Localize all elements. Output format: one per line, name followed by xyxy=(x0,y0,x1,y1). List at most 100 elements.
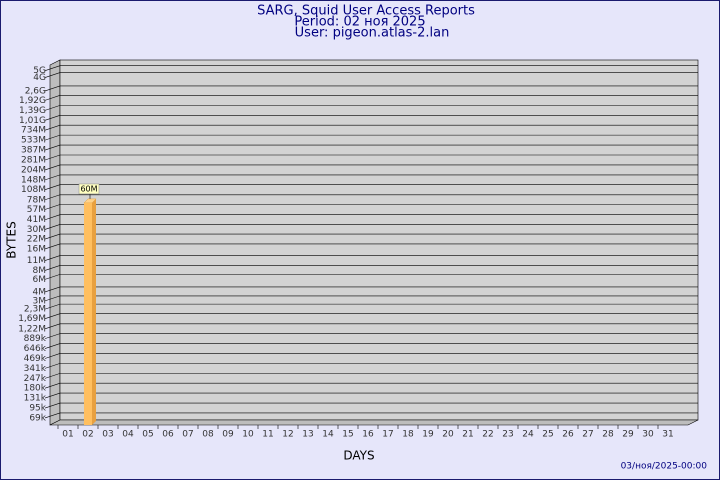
grid-line xyxy=(44,323,698,330)
x-tick-label: 08 xyxy=(202,430,214,440)
grid-line xyxy=(44,65,698,71)
grid-line xyxy=(44,184,698,190)
y-tick-label: 281M xyxy=(21,156,46,166)
x-tick-label: 12 xyxy=(282,430,293,440)
y-tick-label: 1,01G xyxy=(19,116,46,126)
x-tick-label: 21 xyxy=(462,430,473,440)
grid-line xyxy=(44,286,698,293)
grid-line xyxy=(44,144,698,151)
y-tick-label: 16M xyxy=(27,244,46,254)
data-label: 60M xyxy=(80,184,97,193)
x-tick-label: 18 xyxy=(402,430,414,440)
grid-line xyxy=(44,154,698,161)
x-tick-label: 15 xyxy=(342,430,353,440)
y-tick-label: 4M xyxy=(33,287,47,297)
y-tick-label: 1,92G xyxy=(19,96,46,106)
grid-line xyxy=(44,313,698,319)
y-tick-label: 69k xyxy=(29,413,46,423)
y-tick-label: 95k xyxy=(29,404,46,414)
x-tick-label: 24 xyxy=(522,430,534,440)
grid-line xyxy=(44,412,698,419)
grid-line xyxy=(44,105,698,111)
y-tick-label: 341k xyxy=(24,364,47,374)
grid-line xyxy=(44,382,698,389)
grid-line xyxy=(44,224,698,230)
x-tick-label: 07 xyxy=(182,430,193,440)
subtitle: Period: 02 ноя 2025 xyxy=(294,15,425,30)
y-tick-label: 148M xyxy=(21,175,46,185)
grid-line xyxy=(44,164,698,171)
grid-line xyxy=(44,233,698,240)
x-tick-label: 05 xyxy=(142,430,153,440)
y-tick-label: 533M xyxy=(21,136,46,146)
x-tick-label: 06 xyxy=(162,430,174,440)
grid-line xyxy=(44,274,698,280)
y-tick-label: 6M xyxy=(33,275,47,285)
back-wall xyxy=(59,59,699,421)
y-tick-label: 889k xyxy=(24,334,47,344)
y-tick-label: 131k xyxy=(24,394,47,404)
x-tick-label: 03 xyxy=(102,430,113,440)
grid-line xyxy=(44,85,698,92)
x-tick-label: 11 xyxy=(262,430,273,440)
x-tick-label: 02 xyxy=(82,430,93,440)
y-tick-label: 22M xyxy=(27,235,46,245)
y-tick-label: 30M xyxy=(27,225,46,235)
x-tick-label: 28 xyxy=(602,430,614,440)
grid-line xyxy=(44,243,698,250)
x-tick-label: 10 xyxy=(242,430,254,440)
y-tick-label: 5G xyxy=(33,66,46,76)
label-box xyxy=(78,183,100,195)
bar xyxy=(84,202,92,425)
y-tick-label: 78M xyxy=(27,195,46,205)
grid-line xyxy=(44,303,698,310)
y-tick-label: 204M xyxy=(21,165,46,175)
grid-line xyxy=(44,343,698,349)
x-tick-label: 09 xyxy=(222,430,234,440)
x-tick-label: 25 xyxy=(542,430,553,440)
x-axis-label: DAYS xyxy=(343,449,374,463)
grid-line xyxy=(44,402,698,409)
y-tick-label: 387M xyxy=(21,146,46,156)
grid-line xyxy=(44,95,698,101)
grid-line xyxy=(44,353,698,359)
grid-line xyxy=(44,392,698,399)
grid-line xyxy=(44,363,698,369)
y-tick-label: 646k xyxy=(24,344,47,354)
grid-line xyxy=(44,124,698,131)
y-tick-label: 469k xyxy=(24,354,47,364)
x-tick-label: 26 xyxy=(562,430,574,440)
grid-line xyxy=(44,295,698,302)
y-tick-label: 4G xyxy=(33,73,46,83)
y-tick-label: 41M xyxy=(27,215,46,225)
y-tick-label: 1,69M xyxy=(18,314,46,324)
x-tick-label: 20 xyxy=(442,430,454,440)
side-wall xyxy=(49,59,61,426)
grid-line xyxy=(44,72,698,78)
x-tick-label: 16 xyxy=(362,430,374,440)
y-tick-label: 247k xyxy=(24,374,47,384)
grid-line xyxy=(44,114,698,121)
grid-line xyxy=(44,255,698,261)
x-tick-label: 23 xyxy=(502,430,513,440)
grid-line xyxy=(44,194,698,201)
y-tick-label: 734M xyxy=(21,126,46,136)
x-tick-label: 29 xyxy=(622,430,634,440)
grid-line xyxy=(44,174,698,181)
y-tick-label: 2,3M xyxy=(24,305,46,315)
y-tick-label: 180k xyxy=(24,384,47,394)
x-tick-label: 17 xyxy=(382,430,393,440)
x-tick-label: 19 xyxy=(422,430,434,440)
x-tick-label: 01 xyxy=(62,430,73,440)
grid-line xyxy=(44,134,698,141)
x-tick-label: 04 xyxy=(122,430,134,440)
grid-line xyxy=(44,265,698,271)
grid-line xyxy=(44,204,698,210)
x-tick-label: 14 xyxy=(322,430,334,440)
y-tick-label: 1,39G xyxy=(19,106,46,116)
chart-title: SARG, Squid User Access Reports xyxy=(257,4,475,19)
y-tick-label: 11M xyxy=(27,256,46,266)
x-tick-label: 13 xyxy=(302,430,313,440)
grid-line xyxy=(44,214,698,221)
grid-line xyxy=(44,333,698,339)
